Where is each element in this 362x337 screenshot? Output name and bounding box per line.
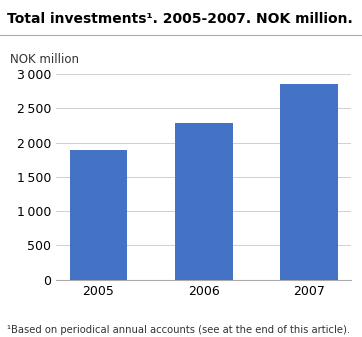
- Bar: [280, 84, 338, 280]
- Text: NOK million: NOK million: [10, 53, 79, 66]
- Text: Total investments¹. 2005-2007. NOK million.: Total investments¹. 2005-2007. NOK milli…: [7, 12, 353, 26]
- Text: ¹Based on periodical annual accounts (see at the end of this article).: ¹Based on periodical annual accounts (se…: [7, 325, 350, 335]
- Bar: [70, 150, 127, 280]
- Bar: [175, 123, 232, 280]
